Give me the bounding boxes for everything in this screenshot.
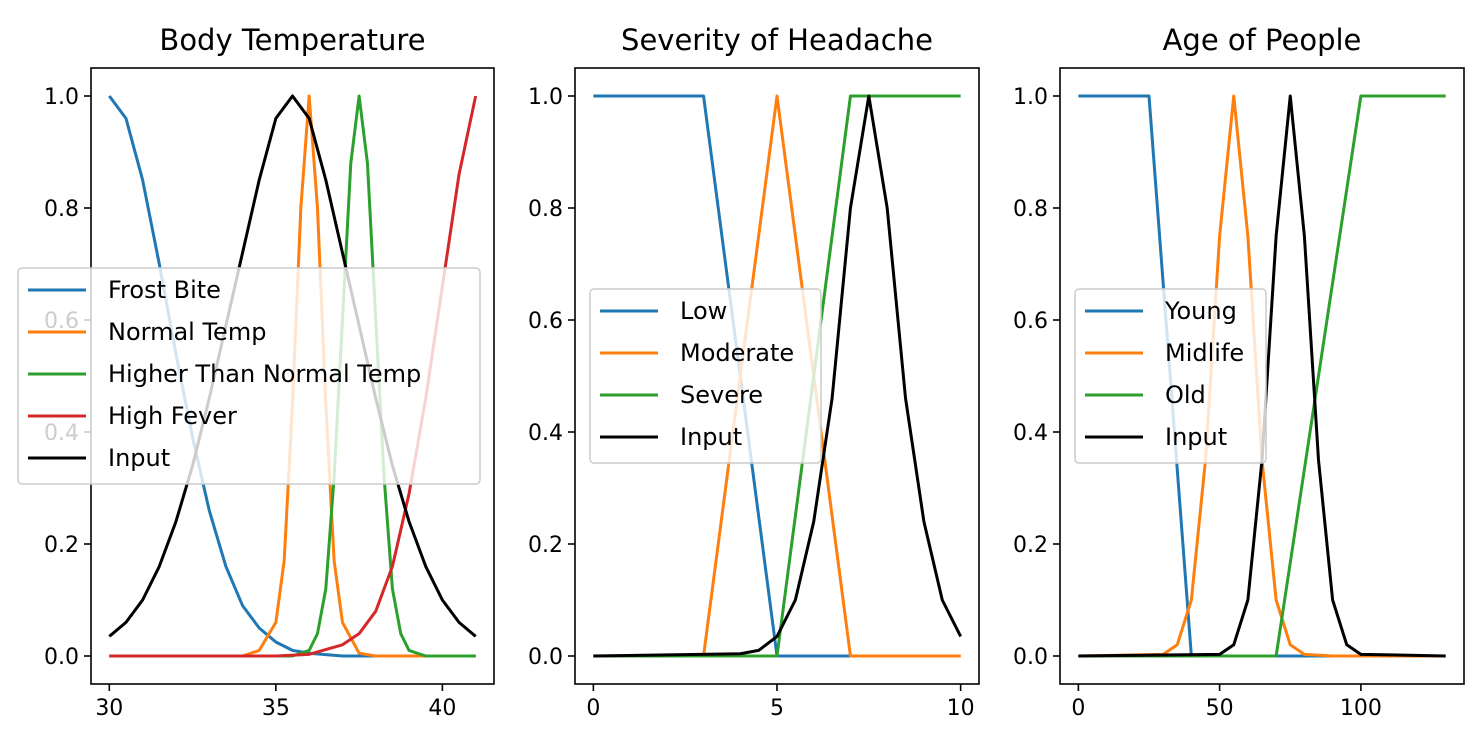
- legend-label-young: Young: [1164, 297, 1237, 325]
- legend-frame: [1074, 288, 1267, 464]
- y-tick-label: 0.2: [44, 533, 79, 558]
- x-tick-label: 100: [1340, 696, 1382, 721]
- y-tick-label: 0.0: [44, 645, 79, 670]
- axes-frame: [1059, 67, 1465, 685]
- legend-label-frost-bite: Frost Bite: [108, 276, 221, 304]
- legend: Young Midlife Old Input: [1074, 288, 1267, 464]
- x-tick-label: 50: [1206, 696, 1234, 721]
- legend-label-input: Input: [1165, 423, 1227, 451]
- series-line-input: [1078, 94, 1446, 658]
- legend: Low Moderate Severe Input: [589, 288, 822, 464]
- y-tick-label: 0.4: [1013, 421, 1048, 446]
- legend-label-higher-than-normal-temp: Higher Than Normal Temp: [108, 360, 421, 388]
- y-tick-label: 1.0: [528, 85, 563, 110]
- legend-label-high-fever: High Fever: [108, 402, 237, 430]
- x-tick-label: 30: [95, 696, 123, 721]
- y-tick-label: 0.0: [1013, 645, 1048, 670]
- series-line-midlife: [1078, 94, 1446, 658]
- subplot-severity-of-headache: 0 5 10 0.0 0.2 0.4 0.6 0.8 1.0 Severity of Headac…: [528, 23, 980, 721]
- series-line-input: [593, 94, 962, 658]
- y-tick-label: 0.2: [528, 533, 563, 558]
- y-tick-label: 1.0: [1013, 85, 1048, 110]
- y-tick-label: 0.6: [1013, 309, 1048, 334]
- y-tick-label: 0.0: [528, 645, 563, 670]
- legend-label-input: Input: [108, 444, 170, 472]
- legend: Frost Bite Normal Temp Higher Than Normal …: [17, 267, 481, 485]
- x-tick-label: 35: [262, 696, 290, 721]
- x-tick-label: 0: [586, 696, 600, 721]
- y-tick-label: 0.8: [1013, 197, 1048, 222]
- y-tick-label: 0.4: [528, 421, 563, 446]
- legend-frame: [589, 288, 822, 464]
- subplot-age-of-people: 0 50 100 0.0 0.2 0.4 0.6 0.8 1.0 Age of People You…: [1013, 23, 1465, 721]
- x-tick-label: 5: [770, 696, 784, 721]
- legend-label-old: Old: [1165, 381, 1206, 409]
- y-tick-label: 0.6: [528, 309, 563, 334]
- legend-label-normal-temp: Normal Temp: [108, 318, 266, 346]
- legend-label-moderate: Moderate: [680, 339, 794, 367]
- legend-label-low: Low: [680, 297, 727, 325]
- series-line-higher-than-normal-temp: [109, 94, 476, 658]
- x-tick-label: 10: [947, 696, 975, 721]
- legend-label-midlife: Midlife: [1165, 339, 1244, 367]
- x-tick-label: 40: [428, 696, 456, 721]
- y-tick-label: 0.8: [528, 197, 563, 222]
- chart-title: Body Temperature: [159, 23, 425, 57]
- series-line-input: [108, 94, 477, 638]
- chart-title: Age of People: [1163, 23, 1362, 57]
- chart-title: Severity of Headache: [621, 23, 933, 57]
- y-tick-label: 1.0: [44, 85, 79, 110]
- y-tick-label: 0.8: [44, 197, 79, 222]
- y-tick-label: 0.2: [1013, 533, 1048, 558]
- legend-label-input: Input: [680, 423, 742, 451]
- legend-frame: [17, 267, 481, 485]
- x-tick-label: 0: [1071, 696, 1085, 721]
- legend-label-severe: Severe: [680, 381, 763, 409]
